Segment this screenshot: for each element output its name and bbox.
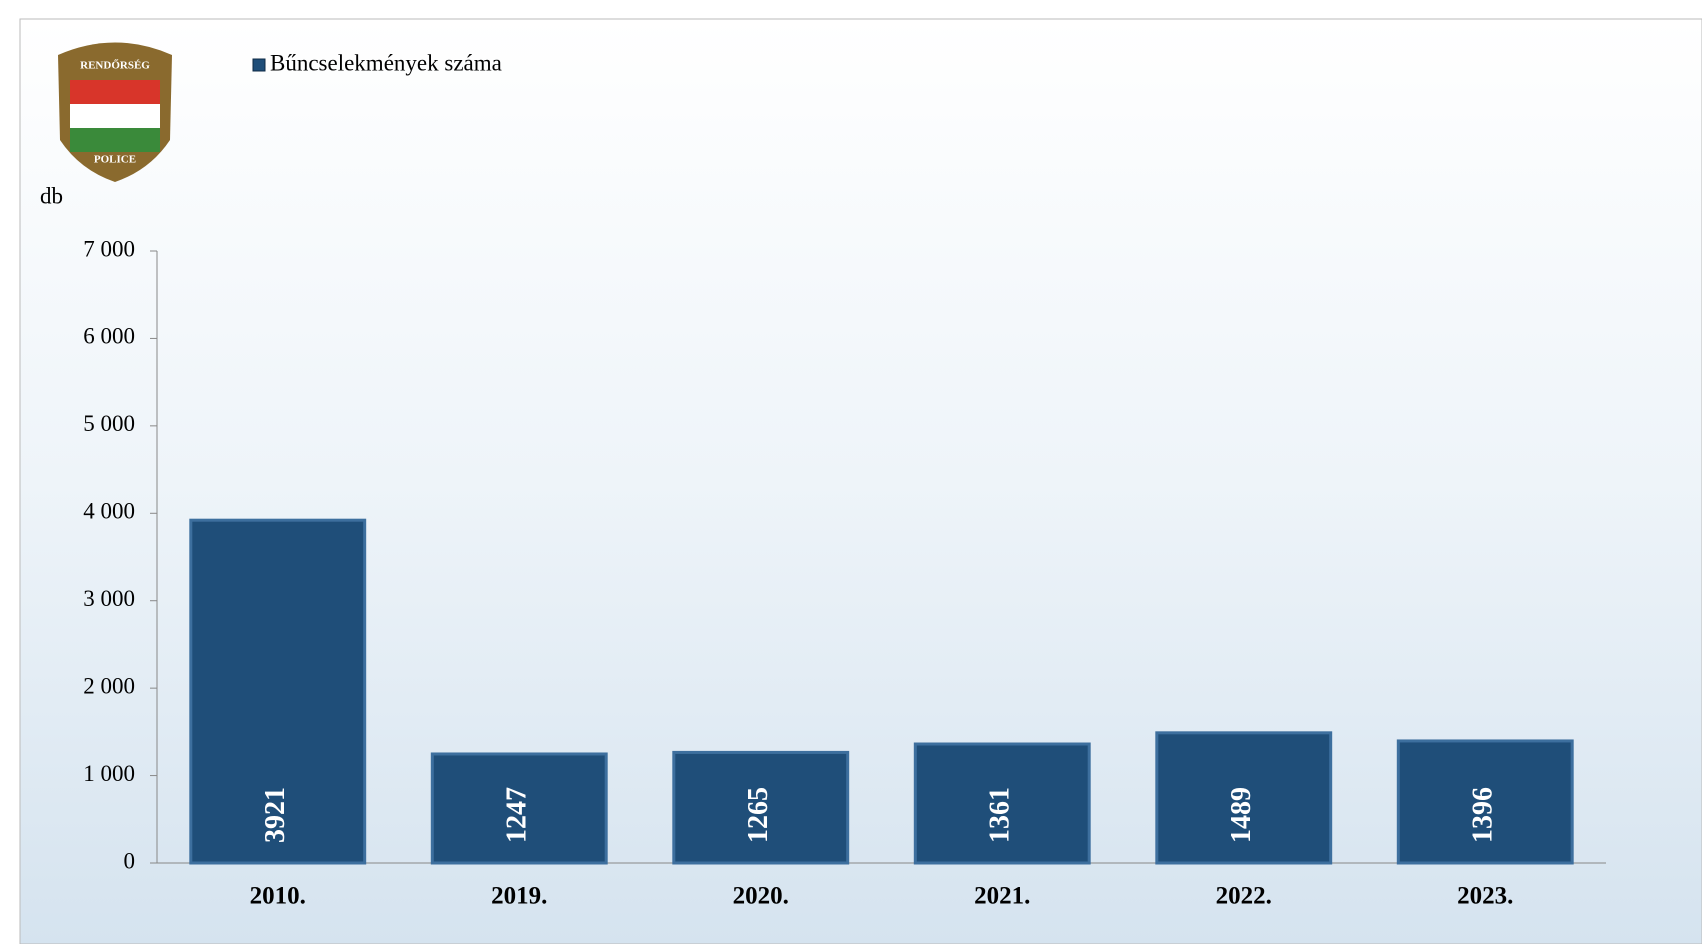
bar	[913, 742, 1091, 865]
x-tick-label: 2021.	[974, 883, 1030, 910]
legend-swatch	[252, 58, 266, 72]
y-tick-label: 7 000	[83, 236, 135, 261]
data-label: 1247	[502, 787, 533, 843]
bar	[189, 518, 367, 865]
y-tick-label: 1 000	[83, 761, 135, 786]
logo-bottom: POLICE	[94, 154, 136, 166]
logo-top: RENDŐRSÉG	[80, 60, 150, 72]
data-label: 1265	[743, 787, 774, 843]
data-label: 1396	[1468, 787, 1499, 843]
x-tick-label: 2020.	[733, 883, 789, 910]
y-tick-label: 6 000	[83, 324, 135, 349]
y-tick-label: 5 000	[83, 411, 135, 436]
y-tick-label: 4 000	[83, 499, 135, 524]
y-axis-label: db	[40, 183, 63, 208]
logo: RENDŐRSÉG POLICE	[58, 42, 172, 182]
bar	[1396, 739, 1574, 865]
y-tick-label: 2 000	[83, 673, 135, 698]
x-tick-label: 2019.	[491, 883, 547, 910]
data-label: 1361	[985, 787, 1016, 843]
bar	[672, 750, 850, 865]
y-tick-label: 3 000	[83, 586, 135, 611]
x-tick-label: 2022.	[1216, 883, 1272, 910]
bar	[430, 752, 608, 865]
y-tick-label: 0	[124, 848, 136, 873]
bar	[1155, 731, 1333, 865]
data-label: 3921	[260, 787, 291, 843]
data-label: 1489	[1226, 787, 1257, 843]
x-tick-label: 2010.	[250, 883, 306, 910]
legend-label: Bűncselekmények száma	[270, 50, 502, 75]
x-tick-label: 2023.	[1457, 883, 1513, 910]
